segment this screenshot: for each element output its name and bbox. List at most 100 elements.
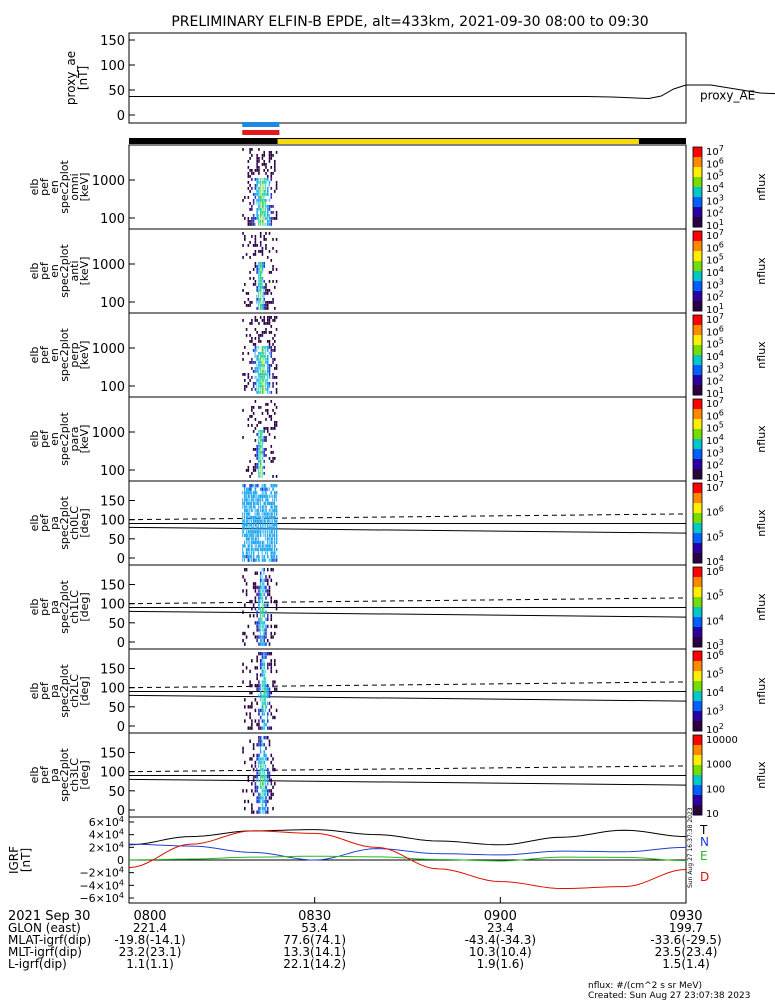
spectrogram-cell xyxy=(244,388,246,391)
spectrogram-cell xyxy=(247,498,249,502)
spectrogram-cell xyxy=(261,614,263,618)
spectrogram-cell xyxy=(270,659,273,663)
spectrogram-cell xyxy=(261,764,263,768)
spectrogram-cell xyxy=(265,202,267,205)
spectrogram-cell xyxy=(268,181,271,184)
colorbar-segment xyxy=(693,365,702,376)
spectrogram-cell xyxy=(270,352,273,355)
spectrogram-cell xyxy=(245,469,248,472)
colorbar-segment xyxy=(693,513,702,524)
spectrogram-ylabel-line: [keV] xyxy=(78,425,91,454)
spectrogram-cell xyxy=(272,512,274,516)
spectrogram-cell xyxy=(259,638,262,643)
spectrogram-cell xyxy=(270,460,273,463)
spectrogram-cell xyxy=(263,385,265,388)
spectrogram-cell xyxy=(263,603,266,607)
spectrogram-cell xyxy=(266,361,269,364)
spectrogram-cell xyxy=(259,433,262,436)
spectrogram-ylabel-line: omni xyxy=(68,173,81,200)
spectrogram-cell xyxy=(258,687,260,691)
spectrogram-cell xyxy=(261,778,263,782)
spectrogram-cell xyxy=(265,652,267,656)
spectrogram-cell xyxy=(256,659,258,663)
colorbar-label: nflux xyxy=(755,761,768,789)
orbit-row-value: -19.8(-14.1) xyxy=(114,933,185,947)
spectrogram-cell xyxy=(274,782,276,786)
spectrogram-cell xyxy=(256,757,258,761)
colorbar-segment xyxy=(693,345,702,356)
colorbar-tick-label: 101 xyxy=(706,218,724,232)
spectrogram-cell xyxy=(251,187,253,190)
spectrogram-cell xyxy=(252,466,255,469)
spectrogram-cell xyxy=(254,400,257,403)
colorbar-segment xyxy=(693,409,702,420)
spectrogram-cell xyxy=(266,726,269,730)
spectrogram-cell xyxy=(263,472,266,475)
spectrogram-tick-label: 100 xyxy=(100,380,125,395)
spectrogram-cell xyxy=(254,621,257,625)
colorbar-tick-label: 102 xyxy=(706,206,724,220)
spectrogram-cell xyxy=(258,199,260,202)
igrf-legend-D: D xyxy=(700,870,709,884)
spectrogram-cell xyxy=(258,694,260,698)
igrf-legend-E: E xyxy=(700,849,708,863)
spectrogram-cell xyxy=(249,379,251,382)
proxy-ae-series-label: proxy_AE xyxy=(700,89,755,103)
spectrogram-cell xyxy=(265,523,267,527)
spectrogram-cell xyxy=(259,515,261,520)
spectrogram-cell xyxy=(259,782,261,786)
spectrogram-cell xyxy=(261,430,264,433)
spectrogram-omni: 1000100elbpefenspec2plotomni[keV]1071061… xyxy=(28,144,768,232)
spectrogram-cell xyxy=(259,439,262,442)
spectrogram-cell xyxy=(258,307,260,310)
spectrogram-cell xyxy=(270,187,273,190)
spectrogram-cell xyxy=(258,430,260,433)
spectrogram-cell xyxy=(263,169,266,172)
spectrogram-cell xyxy=(251,388,253,391)
spectrogram-cell xyxy=(259,508,261,513)
spectrogram-cells xyxy=(242,148,278,226)
spectrogram-cell xyxy=(259,799,261,804)
spectrogram-cell xyxy=(268,789,271,793)
loss-cone-line xyxy=(128,694,687,702)
spectrogram-cell xyxy=(268,589,271,593)
spectrogram-cell xyxy=(259,334,262,337)
spectrogram-cell xyxy=(256,533,258,538)
spectrogram-cell xyxy=(266,589,269,593)
spectrogram-cell xyxy=(270,154,273,157)
loss-cone-line xyxy=(128,610,687,618)
spectrogram-ylabel-line: pa xyxy=(48,600,61,614)
spectrogram-cell xyxy=(259,767,262,772)
spectrogram-cell xyxy=(254,382,257,385)
spectrogram-cell xyxy=(258,436,260,439)
colorbar-tick-label: 103 xyxy=(706,361,724,375)
spectrogram-cell xyxy=(256,519,258,523)
spectrogram-cell xyxy=(252,448,255,451)
igrf-tick-label: −6×104 xyxy=(79,891,124,905)
spectrogram-cell xyxy=(263,666,266,670)
spectrogram-cell xyxy=(263,544,265,548)
spectrogram-cell xyxy=(261,666,263,670)
orbit-row-label: GLON (east) xyxy=(8,921,81,935)
spectrogram-cell xyxy=(263,202,265,205)
spectrogram-cell xyxy=(263,659,265,663)
spectrogram-cell xyxy=(244,603,246,607)
spectrogram-cell xyxy=(251,701,253,706)
spectrogram-cell xyxy=(252,484,254,488)
spectrogram-cell xyxy=(247,382,250,385)
spectrogram-cell xyxy=(265,494,267,499)
spectrogram-cell xyxy=(265,358,267,361)
spectrogram-cell xyxy=(270,596,273,600)
spectrogram-cell xyxy=(244,519,245,523)
spectrogram-cell xyxy=(251,599,253,604)
spectrogram-cell xyxy=(265,498,267,502)
spectrogram-cell xyxy=(274,530,275,534)
spectrogram-cell xyxy=(256,638,258,643)
spectrogram-cell xyxy=(242,256,244,259)
spectrogram-cell xyxy=(261,319,264,322)
spectrogram-cell xyxy=(261,694,264,698)
colorbar-segment xyxy=(693,251,702,262)
spectrogram-cell xyxy=(275,316,278,319)
spectrogram-cell xyxy=(270,505,273,509)
